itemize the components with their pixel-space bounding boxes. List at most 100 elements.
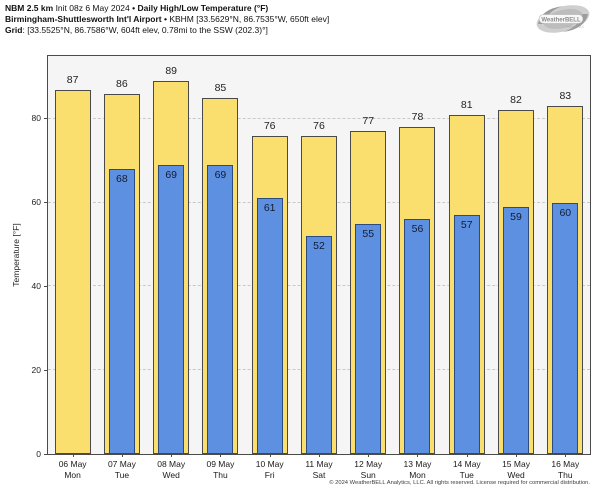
x-tick-label: 08 May Wed [157, 459, 185, 480]
x-tick-label: 06 May Mon [59, 459, 87, 480]
y-tick-label: 40 [31, 280, 41, 291]
bar-group: 86 68 07 May Tue [97, 56, 146, 480]
bar-groups: 87 06 May Mon 86 68 07 May Tue 89 69 08 May Wed 85 6… [48, 56, 590, 480]
y-tick-mark [44, 369, 48, 371]
weekday-label: Sun [360, 469, 376, 480]
grid-label: Grid [5, 25, 23, 35]
x-tick-mark [269, 454, 271, 457]
y-tick-label: 0 [36, 448, 41, 459]
high-value-label: 89 [165, 65, 177, 78]
station-details: KBHM [33.5629°N, 86.7535°W, 650ft elev] [169, 14, 330, 24]
weekday-label: Mon [409, 469, 426, 480]
low-bar: 59 [503, 206, 530, 454]
y-axis-label: Temperature [°F] [11, 223, 21, 287]
weekday-label: Wed [162, 469, 180, 480]
y-tick-label: 80 [31, 113, 41, 124]
grid-details: : [33.5525°N, 86.7586°W, 604ft elev, 0.7… [22, 25, 268, 35]
low-value-label: 61 [263, 202, 276, 215]
chart-title: Daily High/Low Temperature (°F) [137, 3, 269, 13]
low-bar: 69 [207, 164, 234, 454]
x-tick-label: 09 May Thu [206, 459, 234, 480]
date-label: 11 May [305, 459, 333, 469]
init-time: Init 08z 6 May 2024 [55, 3, 130, 13]
model-name: NBM 2.5 km [5, 3, 54, 13]
chart-header: NBM 2.5 km Init 08z 6 May 2024 • Daily H… [5, 3, 329, 36]
plot-area: 87 06 May Mon 86 68 07 May Tue 89 69 08 May Wed 85 6… [32, 55, 591, 480]
high-value-label: 82 [510, 94, 522, 107]
x-tick-label: 16 May Thu [551, 459, 579, 480]
low-value-label: 52 [313, 240, 325, 253]
date-label: 13 May [403, 459, 432, 469]
low-bar: 55 [355, 223, 382, 454]
y-tick-mark [44, 202, 48, 204]
x-tick-mark [417, 454, 419, 457]
y-tick-mark [44, 453, 48, 455]
date-label: 15 May [502, 459, 530, 469]
low-value-label: 60 [559, 206, 572, 219]
date-label: 08 May [157, 459, 186, 469]
weekday-label: Tue [114, 469, 130, 480]
copyright-footer: © 2024 WeatherBELL Analytics, LLC. All r… [329, 480, 590, 486]
x-tick-label: 07 May Tue [108, 459, 136, 480]
bullet-separator: • [163, 14, 167, 24]
date-label: 12 May [354, 459, 383, 469]
high-value-label: 86 [116, 77, 128, 90]
header-line-2: Birmingham-Shuttlesworth Int'l Airport •… [5, 14, 329, 25]
weekday-label: Tue [459, 469, 474, 480]
logo-band [538, 14, 584, 24]
gridline-80 [48, 117, 590, 119]
high-value-label: 85 [214, 81, 227, 94]
bar-group: 82 59 15 May Wed [491, 56, 540, 480]
x-tick-label: 11 May Sat [305, 459, 332, 480]
date-label: 16 May [551, 459, 580, 469]
logo-brand-text: WeatherBELL [541, 17, 581, 23]
high-value-label: 76 [313, 119, 325, 132]
bar-group: 85 69 09 May Thu [196, 56, 245, 480]
bar-group: 78 56 13 May Mon [393, 56, 442, 480]
x-tick-mark [318, 454, 320, 457]
low-bar: 57 [453, 215, 480, 454]
logo-sub-text: Analytics LLC [566, 25, 585, 29]
high-value-label: 77 [362, 115, 375, 128]
low-value-label: 56 [411, 223, 424, 236]
weekday-label: Mon [64, 469, 81, 480]
header-line-1: NBM 2.5 km Init 08z 6 May 2024 • Daily H… [5, 3, 329, 14]
date-label: 14 May [452, 459, 481, 469]
low-value-label: 68 [116, 173, 128, 186]
bullet-separator: • [132, 3, 136, 13]
weekday-label: Wed [507, 469, 525, 480]
x-tick-label: 10 May Fri [256, 459, 284, 480]
y-tick-mark [44, 118, 48, 120]
low-value-label: 69 [165, 168, 177, 181]
x-tick-label: 14 May Tue [453, 459, 481, 480]
date-label: 06 May [58, 459, 87, 469]
x-tick-mark [72, 454, 74, 457]
date-label: 07 May [107, 459, 136, 469]
station-name: Birmingham-Shuttlesworth Int'l Airport [5, 14, 162, 24]
date-label: 10 May [255, 459, 284, 469]
bar-group: 76 52 11 May Sat [294, 56, 343, 480]
low-value-label: 55 [362, 227, 375, 240]
high-value-label: 83 [559, 90, 572, 103]
y-tick-label: 20 [31, 364, 41, 375]
bar-group: 81 57 14 May Tue [442, 56, 491, 480]
x-tick-label: 13 May Mon [404, 459, 432, 480]
x-tick-mark [121, 454, 123, 457]
y-tick-label: 60 [31, 197, 41, 208]
x-tick-mark [220, 454, 222, 457]
weekday-label: Thu [213, 469, 228, 480]
x-tick-mark [466, 454, 468, 457]
low-bar: 68 [108, 169, 135, 454]
header-line-3: Grid: [33.5525°N, 86.7586°W, 604ft elev,… [5, 25, 329, 36]
bar-group: 87 06 May Mon [48, 56, 97, 480]
low-value-label: 59 [510, 210, 522, 223]
low-bar: 61 [256, 198, 283, 454]
low-value-label: 57 [460, 219, 473, 232]
x-tick-mark [516, 454, 518, 457]
high-value-label: 81 [460, 98, 473, 111]
weatherbell-logo: WeatherBELL Analytics LLC [536, 5, 590, 33]
low-bar: 56 [404, 219, 431, 454]
date-label: 09 May [206, 459, 235, 469]
bar-group: 77 55 12 May Sun [344, 56, 393, 480]
x-tick-mark [171, 454, 173, 457]
